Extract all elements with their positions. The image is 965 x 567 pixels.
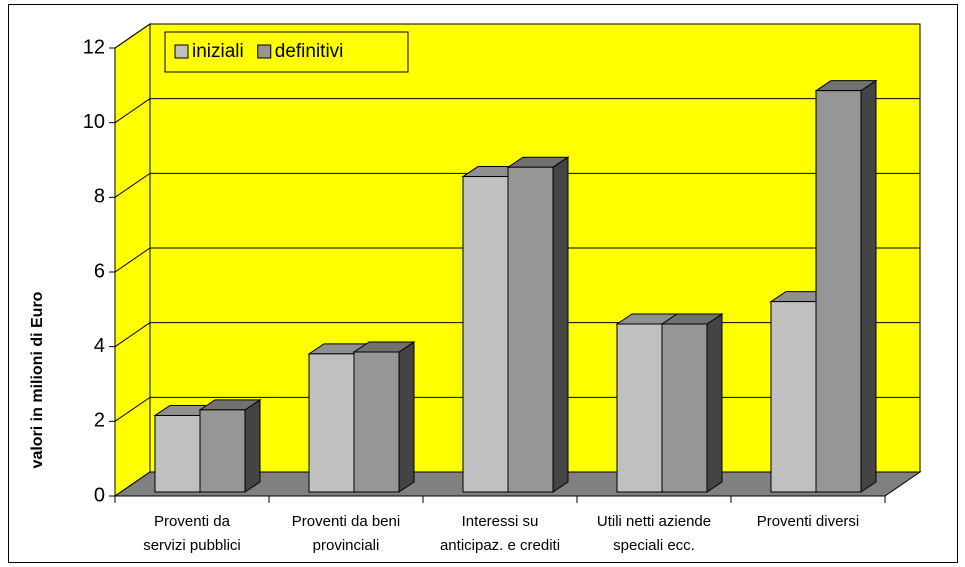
- y-tick-label: 6: [94, 260, 105, 282]
- bar-front: [507, 166, 554, 493]
- grid-line: [114, 23, 920, 49]
- bar-front: [199, 409, 246, 493]
- bar: [660, 313, 724, 493]
- bar-front: [462, 176, 509, 493]
- legend-box: [164, 31, 409, 73]
- x-tick-label: speciali ecc.: [613, 537, 695, 554]
- bar-front: [661, 323, 708, 493]
- y-tick-label: 4: [94, 335, 105, 357]
- bar-side: [398, 341, 415, 493]
- bar: [506, 156, 570, 493]
- grid-line: [114, 98, 920, 124]
- bar-front: [154, 414, 201, 493]
- y-tick-label: 10: [83, 111, 105, 133]
- bar-side: [244, 398, 261, 493]
- bar-side: [552, 156, 569, 493]
- x-tick-label: Proventi diversi: [757, 513, 860, 530]
- bar-front: [616, 323, 663, 493]
- legend-swatch: [257, 44, 272, 59]
- y-tick-label: 2: [94, 410, 105, 432]
- legend-label: iniziali: [192, 41, 244, 62]
- x-tick-label: Utili netti aziende: [597, 513, 711, 530]
- x-tick-label: Proventi da beni: [292, 513, 400, 530]
- bar: [352, 341, 416, 493]
- bar: [814, 79, 878, 493]
- bar-front: [353, 351, 400, 493]
- x-tick-label: provinciali: [313, 537, 380, 554]
- bar-front: [770, 301, 817, 493]
- grid-line: [114, 247, 920, 273]
- bar: [198, 398, 262, 493]
- y-tick-label: 8: [94, 186, 105, 208]
- y-tick-label: 0: [94, 484, 105, 506]
- x-tick-label: anticipaz. e crediti: [440, 537, 560, 554]
- bar-side: [706, 313, 723, 493]
- grid-line: [114, 172, 920, 198]
- bar-front: [815, 90, 862, 493]
- x-tick-label: servizi pubblici: [143, 537, 241, 554]
- x-tick-label: Proventi da: [154, 513, 231, 530]
- x-tick-label: Interessi su: [462, 513, 539, 530]
- bar-side: [860, 79, 877, 493]
- y-axis-label: valori in milioni di Euro: [29, 291, 46, 468]
- legend-label: definitivi: [275, 41, 344, 62]
- legend-swatch: [174, 44, 189, 59]
- y-tick-label: 12: [83, 36, 105, 58]
- bar-front: [308, 353, 355, 493]
